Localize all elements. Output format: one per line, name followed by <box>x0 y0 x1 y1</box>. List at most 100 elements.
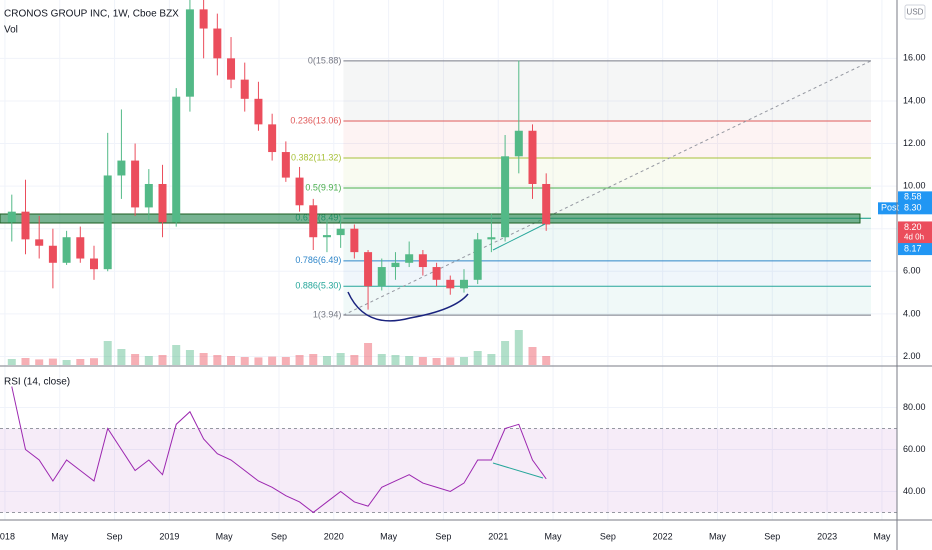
volume-bar <box>405 356 414 365</box>
y-tick-label: 14.00 <box>903 95 926 105</box>
x-tick-label: 2020 <box>324 531 344 541</box>
volume-bar <box>90 358 99 365</box>
y-tick-label: 10.00 <box>903 180 926 190</box>
candle-body <box>62 237 71 263</box>
y-tick-label: 6.00 <box>903 266 921 276</box>
volume-bar <box>459 357 468 365</box>
candle-body <box>158 183 167 223</box>
volume-bar <box>76 359 85 365</box>
fib-band <box>343 120 871 159</box>
x-tick-label: May <box>873 531 891 541</box>
currency-box[interactable] <box>904 4 926 20</box>
volume-bar <box>158 355 167 365</box>
candle-body <box>542 183 551 225</box>
y-tick-label: 80.00 <box>903 402 926 412</box>
y-tick-label: 4.00 <box>903 308 921 318</box>
y-tick-label: 60.00 <box>903 444 926 454</box>
price-tag-label: 8.58 <box>904 192 922 202</box>
volume-bar <box>172 345 181 365</box>
fib-band <box>343 286 871 316</box>
fib-band <box>343 218 871 261</box>
volume-bar <box>62 360 71 365</box>
y-tick-label: 2.00 <box>903 351 921 361</box>
volume-bar <box>377 354 386 365</box>
candle-body <box>391 262 400 268</box>
volume-bar <box>213 355 222 365</box>
candle-body <box>487 237 496 240</box>
x-tick-label: 2022 <box>653 531 673 541</box>
x-tick-label: May <box>51 531 69 541</box>
candle-body <box>418 254 427 268</box>
candle-body <box>459 279 468 289</box>
x-tick-label: May <box>216 531 234 541</box>
fib-band <box>343 60 871 121</box>
volume-bar <box>103 341 112 365</box>
volume-bar <box>418 357 427 365</box>
candle-body <box>528 130 537 184</box>
volume-bar <box>336 353 345 365</box>
rsi-divergence <box>492 462 544 479</box>
volume-bar <box>7 359 16 365</box>
price-tag-prefix: Post <box>881 203 900 213</box>
candle-body <box>295 177 304 206</box>
rsi-line <box>11 386 547 514</box>
candle-body <box>281 152 290 178</box>
volume-bar <box>21 358 30 365</box>
candle-body <box>172 96 181 223</box>
volume-bar <box>131 354 140 365</box>
candle-body <box>514 130 523 157</box>
candle-body <box>432 267 441 280</box>
volume-bar <box>514 330 523 365</box>
volume-bar <box>35 359 44 365</box>
fib-band <box>343 158 871 189</box>
candle-body <box>377 267 386 287</box>
volume-bar <box>487 354 496 365</box>
candle-body <box>7 211 16 223</box>
fib-label: 1(3.94) <box>313 310 342 320</box>
volume-bar <box>48 358 57 365</box>
rsi-band <box>0 428 897 513</box>
candle-body <box>240 79 249 99</box>
y-tick-label: 40.00 <box>903 486 926 496</box>
price-tag <box>898 243 932 256</box>
x-tick-label: May <box>709 531 727 541</box>
x-tick-label: Sep <box>600 531 616 541</box>
candle-body <box>21 211 30 240</box>
candle-body <box>76 237 85 259</box>
volume-bar <box>227 356 236 365</box>
volume-bar <box>309 354 318 365</box>
price-tag-label: 8.20 <box>904 222 922 232</box>
volume-bar <box>240 357 249 365</box>
x-tick-label: May <box>545 531 563 541</box>
volume-bar <box>144 356 153 365</box>
candle-body <box>117 160 126 176</box>
candle-body <box>309 205 318 238</box>
fib-band <box>343 188 871 219</box>
candle-body <box>501 156 510 238</box>
fib-label: 0.5(9.91) <box>305 182 341 192</box>
x-tick-label: 2021 <box>488 531 508 541</box>
fib-label: 0(15.88) <box>308 55 342 65</box>
volume-bar <box>350 355 359 365</box>
price-tag <box>878 202 932 215</box>
x-tick-label: 2018 <box>0 531 15 541</box>
candle-body <box>199 9 208 29</box>
candle-body <box>48 245 57 263</box>
candle-body <box>90 258 99 270</box>
candle-body <box>336 228 345 236</box>
x-tick-label: 2019 <box>159 531 179 541</box>
candle-body <box>254 98 263 125</box>
price-tag-countdown: 4d 0h <box>904 233 924 242</box>
candle-body <box>131 160 140 208</box>
volume-label: Vol <box>4 25 18 36</box>
candle-body <box>213 28 222 59</box>
candle-body <box>227 58 236 80</box>
support-zone <box>0 213 861 224</box>
fib-label: 0.786(6.49) <box>295 255 341 265</box>
currency: USD <box>907 8 924 17</box>
candle-body <box>35 239 44 246</box>
candle-body <box>473 239 482 280</box>
volume-bar <box>501 341 510 365</box>
chart-title: CRONOS GROUP INC, 1W, Cboe BZX <box>4 9 179 20</box>
